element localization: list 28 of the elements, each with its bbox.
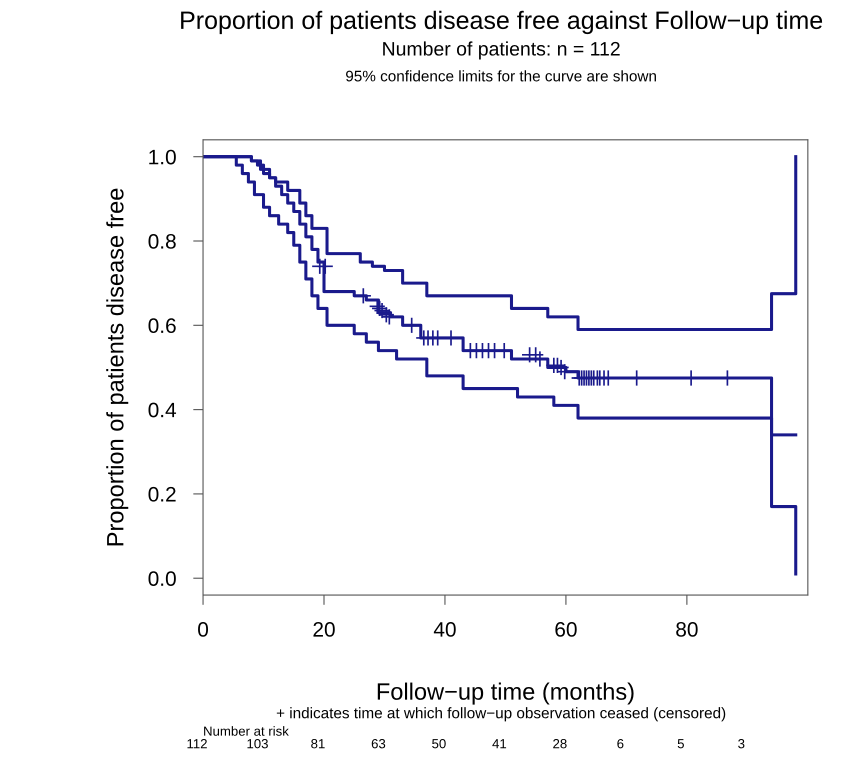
chart-title: Proportion of patients disease free against Follow−up time — [181, 10, 822, 34]
y-tick-label: 1.0 — [149, 150, 176, 164]
y-tick-label: 0.8 — [148, 234, 176, 249]
text: 81 — [311, 739, 325, 748]
text: 41 — [492, 739, 506, 748]
y-tick-label: 0.0 — [148, 571, 176, 586]
x-tick-label: 60 — [555, 622, 577, 637]
x-tick-label: 80 — [676, 622, 698, 637]
x-tick-label: 0 — [198, 622, 208, 637]
text: 5 — [678, 739, 684, 748]
x-tick-label: 20 — [313, 622, 335, 637]
text: 103 — [247, 739, 268, 748]
text: 50 — [432, 739, 446, 748]
text: 63 — [372, 739, 386, 748]
text: Number at risk — [204, 726, 289, 736]
x-tick-label: 40 — [434, 622, 456, 637]
text: 3 — [738, 739, 744, 748]
y-tick-label: 0.6 — [148, 318, 176, 334]
text: 95% confidence limits for the curve are shown — [346, 70, 656, 82]
y-axis-title: Proportion of patients disease free — [106, 188, 128, 546]
y-tick-label: 0.4 — [148, 402, 176, 418]
x-axis-title: Follow−up time (months) — [378, 682, 634, 705]
text: + indicates time at which follow−up observation ceased (censored) — [276, 707, 726, 722]
text: 28 — [553, 739, 567, 748]
chart-subtitle: Number of patients: n = 112 — [383, 41, 620, 60]
text: 6 — [617, 739, 624, 748]
text: 112 — [187, 739, 207, 748]
y-tick-label: 0.2 — [148, 486, 176, 502]
